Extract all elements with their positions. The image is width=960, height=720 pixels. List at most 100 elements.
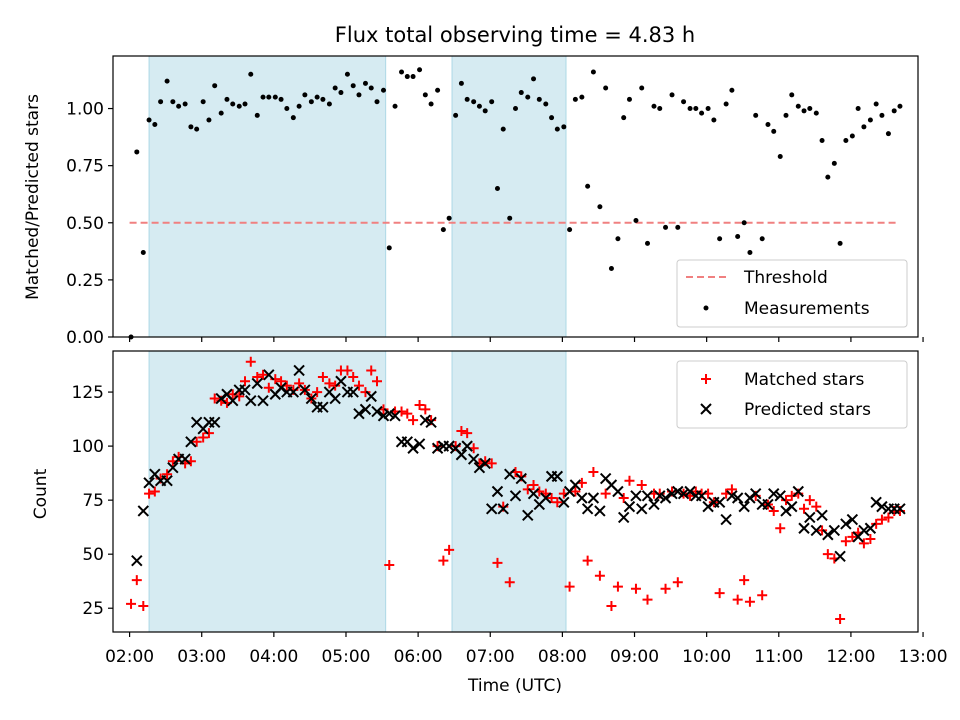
- measurement-point: [482, 108, 488, 114]
- measurement-point: [386, 245, 392, 251]
- measurement-point: [693, 106, 699, 112]
- matched-star-point: [263, 382, 274, 393]
- matched-star-point: [312, 387, 323, 398]
- matched-star-point: [456, 425, 467, 436]
- measurement-point: [392, 103, 398, 109]
- legend-box: [676, 360, 908, 429]
- predicted-star-point: [275, 382, 287, 394]
- predicted-star-point: [623, 500, 636, 513]
- predicted-star-point: [834, 550, 846, 563]
- predicted-star-point: [768, 487, 780, 500]
- matched-star-point: [420, 404, 431, 415]
- measurement-point: [278, 96, 284, 102]
- matched-star-point: [342, 365, 353, 376]
- matched-star-point: [203, 428, 214, 439]
- predicted-star-point: [287, 386, 300, 398]
- matched-star-point: [817, 525, 828, 536]
- matched-star-point: [522, 484, 533, 495]
- predicted-star-point: [828, 524, 841, 537]
- matched-star-point: [876, 514, 887, 525]
- matched-star-point: [276, 376, 287, 387]
- measurement-point: [729, 87, 735, 93]
- measurement-point: [230, 101, 236, 107]
- measurement-point: [621, 115, 627, 121]
- matched-star-point: [144, 488, 155, 499]
- measurement-point: [428, 101, 434, 107]
- measurement-point: [182, 101, 188, 107]
- predicted-star-point: [702, 500, 714, 513]
- predicted-star-point: [522, 509, 534, 521]
- measurement-point: [134, 149, 140, 155]
- predicted-star-point: [731, 492, 744, 504]
- predicted-star-point: [461, 440, 473, 452]
- measurement-point: [302, 92, 308, 98]
- measurement-point: [626, 96, 632, 102]
- matched-star-point: [486, 458, 497, 469]
- matched-star-point: [408, 415, 419, 426]
- measurement-point: [531, 76, 537, 82]
- measurement-point: [308, 99, 314, 105]
- matched-star-point: [636, 480, 647, 491]
- predicted-star-point: [257, 395, 269, 407]
- matched-star-point: [131, 575, 142, 586]
- predicted-star-point: [353, 407, 365, 420]
- predicted-star-point: [780, 505, 792, 517]
- measurement-point: [507, 215, 513, 221]
- predicted-star-point: [185, 436, 197, 448]
- measurement-point: [843, 138, 849, 144]
- predicted-star-point: [648, 498, 660, 511]
- predicted-star-point: [792, 485, 804, 498]
- measurement-point: [831, 160, 837, 166]
- measurement-point: [471, 99, 477, 105]
- predicted-star-point: [239, 384, 251, 396]
- predicted-star-point: [317, 401, 329, 413]
- top-y-tick-label: 1.00: [66, 100, 104, 120]
- matched-star-point: [162, 469, 173, 480]
- predicted-star-point: [749, 487, 762, 500]
- legend-box: [676, 259, 908, 328]
- top-axes-frame: [112, 55, 919, 338]
- matched-star-point: [252, 371, 263, 382]
- predicted-star-point: [822, 529, 834, 541]
- matched-star-point: [799, 503, 810, 514]
- bottom-axes-frame: [112, 350, 919, 633]
- predicted-star-point: [215, 392, 227, 405]
- predicted-star-point: [263, 369, 275, 381]
- measurement-point: [266, 94, 272, 100]
- matched-star-point: [552, 497, 563, 508]
- matched-star-point: [348, 371, 359, 382]
- predicted-star-point: [161, 474, 173, 487]
- measurement-point: [140, 249, 146, 255]
- legend-measurement-swatch: [703, 305, 709, 311]
- x-tick-label: 03:00: [177, 647, 226, 667]
- measurement-point: [350, 83, 356, 89]
- predicted-star-point: [864, 522, 877, 534]
- measurement-point: [873, 101, 879, 107]
- predicted-star-point: [365, 390, 377, 403]
- measurement-point: [146, 117, 152, 123]
- measurement-point: [705, 106, 711, 112]
- predicted-star-point: [738, 500, 750, 513]
- predicted-star-point: [762, 498, 774, 511]
- predicted-star-point: [581, 503, 594, 515]
- x-axis-label: Time (UTC): [467, 676, 562, 696]
- measurement-point: [603, 85, 609, 91]
- measurement-point: [747, 249, 753, 255]
- predicted-star-point: [551, 470, 564, 483]
- predicted-star-point: [371, 405, 383, 418]
- top-y-tick-label: 0.00: [66, 328, 104, 348]
- matched-star-point: [822, 549, 833, 560]
- x-tick-label: 07:00: [466, 647, 515, 667]
- measurement-point: [296, 103, 302, 109]
- matched-star-point: [402, 408, 413, 419]
- matched-star-point: [582, 555, 593, 566]
- legend-matched-label: Matched stars: [744, 370, 864, 390]
- matched-star-point: [570, 486, 581, 497]
- measurement-point: [500, 126, 506, 132]
- matched-star-point: [438, 555, 449, 566]
- measurement-point: [206, 117, 212, 123]
- measurement-point: [332, 85, 338, 91]
- measurement-point: [476, 103, 482, 109]
- matched-star-point: [732, 594, 743, 605]
